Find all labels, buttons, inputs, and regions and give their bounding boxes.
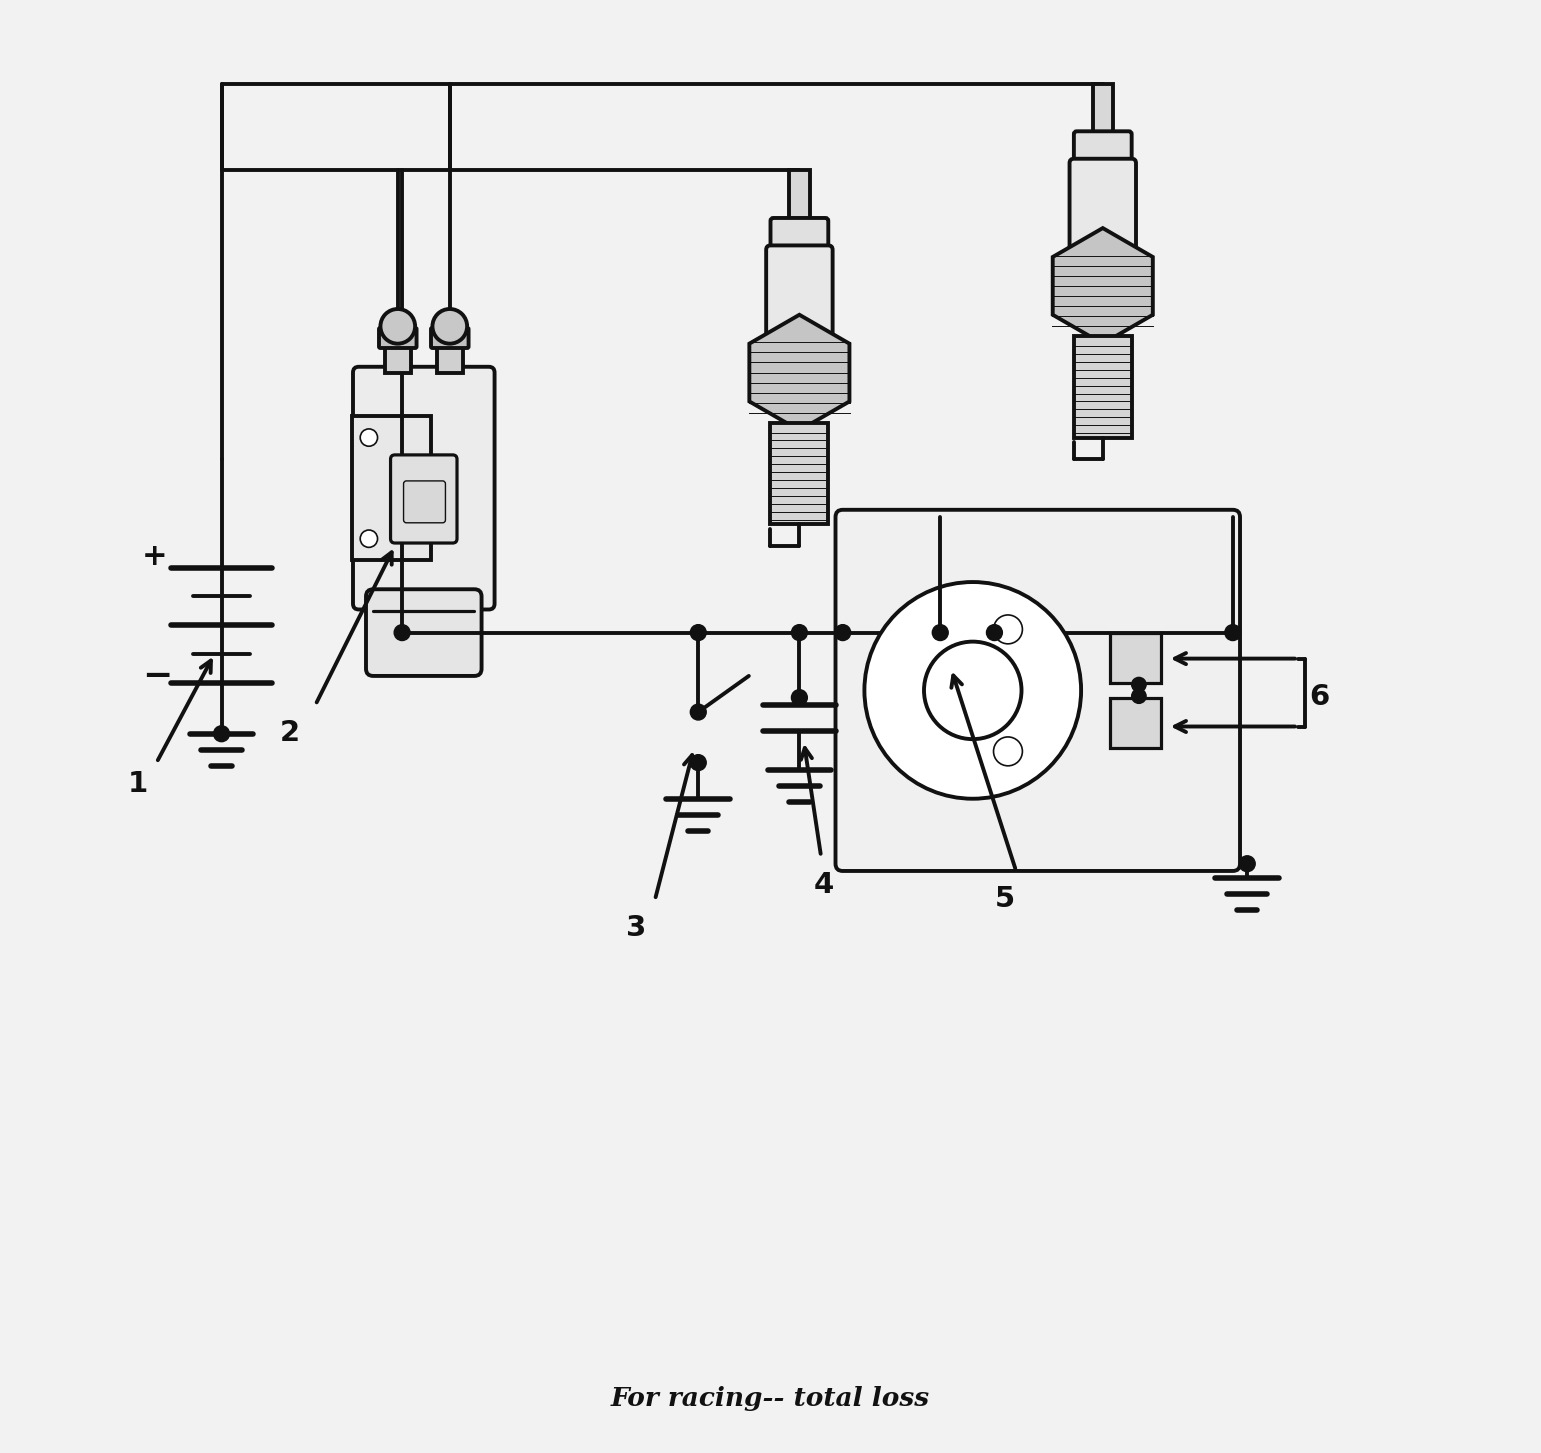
Circle shape xyxy=(433,309,467,344)
Circle shape xyxy=(792,690,807,706)
FancyBboxPatch shape xyxy=(353,366,495,609)
Circle shape xyxy=(1225,625,1241,641)
Text: 3: 3 xyxy=(626,914,646,942)
Circle shape xyxy=(994,615,1022,644)
FancyBboxPatch shape xyxy=(835,510,1241,870)
Circle shape xyxy=(835,625,851,641)
Circle shape xyxy=(394,625,410,641)
FancyBboxPatch shape xyxy=(404,481,445,523)
Circle shape xyxy=(361,429,378,446)
Circle shape xyxy=(1131,689,1147,703)
Circle shape xyxy=(932,625,948,641)
FancyBboxPatch shape xyxy=(379,328,416,349)
Circle shape xyxy=(865,583,1082,799)
Bar xyxy=(385,344,411,372)
Circle shape xyxy=(994,737,1022,766)
Text: 6: 6 xyxy=(1310,683,1330,711)
Bar xyxy=(1110,697,1160,748)
FancyBboxPatch shape xyxy=(1074,131,1131,173)
FancyBboxPatch shape xyxy=(431,328,468,349)
Text: +: + xyxy=(142,542,168,571)
FancyBboxPatch shape xyxy=(367,590,482,676)
Text: 1: 1 xyxy=(128,770,148,798)
Circle shape xyxy=(1131,677,1147,692)
Text: For racing-- total loss: For racing-- total loss xyxy=(610,1386,931,1411)
Polygon shape xyxy=(749,315,849,430)
FancyBboxPatch shape xyxy=(1069,158,1136,262)
Text: 5: 5 xyxy=(994,885,1014,912)
Circle shape xyxy=(792,625,807,641)
FancyBboxPatch shape xyxy=(766,246,832,349)
Circle shape xyxy=(381,309,415,344)
Circle shape xyxy=(986,625,1002,641)
Bar xyxy=(770,423,828,525)
FancyBboxPatch shape xyxy=(390,455,458,543)
Text: 4: 4 xyxy=(814,870,834,898)
Bar xyxy=(351,416,431,561)
Circle shape xyxy=(925,642,1022,740)
Circle shape xyxy=(214,726,230,741)
Circle shape xyxy=(1239,856,1256,872)
Bar xyxy=(1093,84,1113,134)
Text: −: − xyxy=(142,660,173,693)
Bar xyxy=(436,344,462,372)
Circle shape xyxy=(690,754,706,770)
Circle shape xyxy=(690,625,706,641)
Circle shape xyxy=(361,530,378,548)
Circle shape xyxy=(690,705,706,721)
Bar xyxy=(789,170,809,221)
Bar xyxy=(1074,337,1131,437)
FancyBboxPatch shape xyxy=(770,218,828,260)
Text: 2: 2 xyxy=(279,719,299,747)
Polygon shape xyxy=(1053,228,1153,344)
Bar xyxy=(1110,632,1160,683)
